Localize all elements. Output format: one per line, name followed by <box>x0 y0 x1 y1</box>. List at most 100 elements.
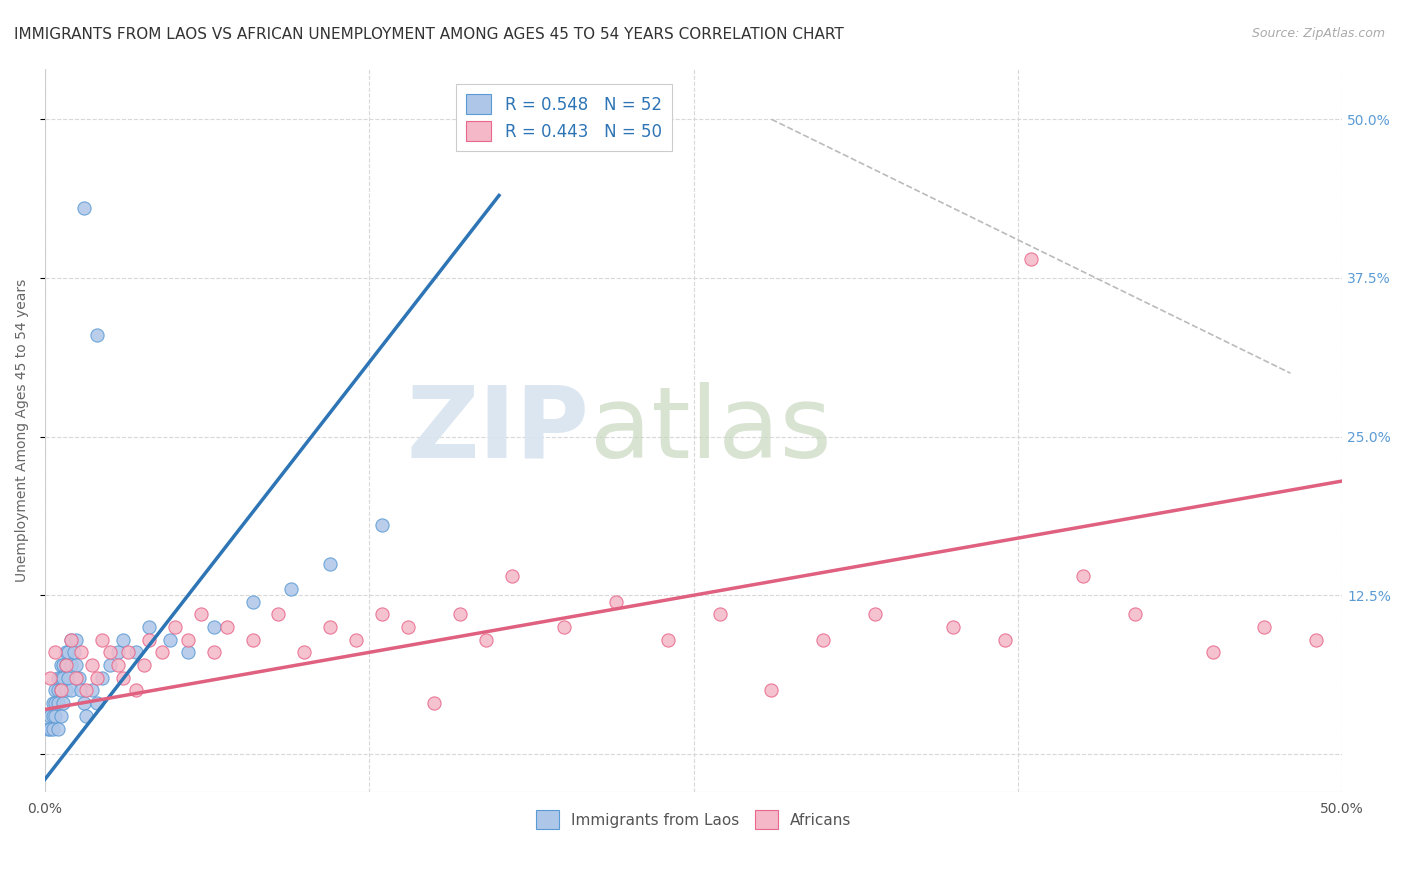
Point <box>55 658 77 673</box>
Point <box>49 683 72 698</box>
Point <box>86 696 108 710</box>
Point <box>813 632 835 647</box>
Point <box>159 632 181 647</box>
Point <box>65 658 87 673</box>
Point <box>37 722 59 736</box>
Point <box>319 557 342 571</box>
Point <box>657 632 679 647</box>
Point <box>91 632 114 647</box>
Point <box>65 671 87 685</box>
Point <box>65 632 87 647</box>
Point <box>52 696 75 710</box>
Point <box>52 671 75 685</box>
Point <box>215 620 238 634</box>
Point <box>761 683 783 698</box>
Point <box>111 632 134 647</box>
Point <box>242 594 264 608</box>
Y-axis label: Unemployment Among Ages 45 to 54 years: Unemployment Among Ages 45 to 54 years <box>15 278 30 582</box>
Point <box>242 632 264 647</box>
Point <box>67 671 90 685</box>
Point <box>86 671 108 685</box>
Point <box>294 645 316 659</box>
Text: Source: ZipAtlas.com: Source: ZipAtlas.com <box>1251 27 1385 40</box>
Point <box>176 645 198 659</box>
Point <box>73 696 96 710</box>
Point <box>42 722 65 736</box>
Point <box>42 696 65 710</box>
Point <box>55 645 77 659</box>
Point <box>44 708 66 723</box>
Point <box>267 607 290 622</box>
Point <box>76 683 98 698</box>
Point <box>1253 620 1275 634</box>
Point <box>80 658 103 673</box>
Point <box>553 620 575 634</box>
Point <box>1201 645 1223 659</box>
Legend: Immigrants from Laos, Africans: Immigrants from Laos, Africans <box>530 804 858 835</box>
Point <box>202 645 225 659</box>
Point <box>44 645 66 659</box>
Point <box>111 671 134 685</box>
Point <box>91 671 114 685</box>
Point <box>76 708 98 723</box>
Point <box>107 658 129 673</box>
Point <box>1019 252 1042 266</box>
Point <box>125 645 148 659</box>
Point <box>344 632 367 647</box>
Point <box>58 645 80 659</box>
Point <box>70 683 93 698</box>
Point <box>59 683 82 698</box>
Point <box>107 645 129 659</box>
Point <box>46 671 69 685</box>
Point <box>371 518 394 533</box>
Point <box>501 569 523 583</box>
Point <box>176 632 198 647</box>
Point <box>39 722 62 736</box>
Point <box>58 671 80 685</box>
Point <box>59 632 82 647</box>
Point <box>44 696 66 710</box>
Point <box>371 607 394 622</box>
Point <box>42 708 65 723</box>
Point <box>125 683 148 698</box>
Point <box>396 620 419 634</box>
Point <box>73 201 96 215</box>
Point <box>994 632 1017 647</box>
Text: IMMIGRANTS FROM LAOS VS AFRICAN UNEMPLOYMENT AMONG AGES 45 TO 54 YEARS CORRELATI: IMMIGRANTS FROM LAOS VS AFRICAN UNEMPLOY… <box>14 27 844 42</box>
Point <box>80 683 103 698</box>
Point <box>138 632 160 647</box>
Point <box>98 658 121 673</box>
Point <box>117 645 139 659</box>
Point <box>423 696 446 710</box>
Point <box>865 607 887 622</box>
Point <box>46 683 69 698</box>
Point <box>49 671 72 685</box>
Point <box>49 708 72 723</box>
Point <box>70 645 93 659</box>
Point <box>1123 607 1146 622</box>
Point <box>46 722 69 736</box>
Point <box>39 708 62 723</box>
Point <box>59 632 82 647</box>
Point <box>449 607 471 622</box>
Point <box>202 620 225 634</box>
Point <box>475 632 498 647</box>
Point <box>163 620 186 634</box>
Point <box>605 594 627 608</box>
Point <box>62 645 84 659</box>
Point <box>1305 632 1327 647</box>
Point <box>55 658 77 673</box>
Point <box>709 607 731 622</box>
Point <box>44 683 66 698</box>
Point <box>1071 569 1094 583</box>
Point <box>49 683 72 698</box>
Point <box>52 658 75 673</box>
Text: ZIP: ZIP <box>406 382 591 479</box>
Point <box>132 658 155 673</box>
Point <box>190 607 212 622</box>
Point <box>942 620 965 634</box>
Point <box>280 582 302 596</box>
Point <box>49 658 72 673</box>
Point <box>138 620 160 634</box>
Point <box>59 658 82 673</box>
